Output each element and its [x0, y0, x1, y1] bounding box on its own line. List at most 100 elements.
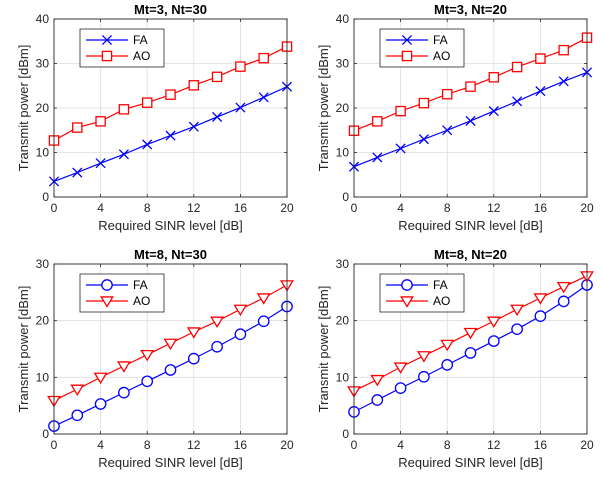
data-point-fa — [164, 364, 177, 376]
x-tick-label: 8 — [444, 201, 451, 215]
data-point-ao — [116, 361, 131, 373]
legend-label-fa: FA — [133, 33, 148, 47]
data-point-fa — [118, 149, 129, 160]
y-tick-label: 10 — [336, 370, 350, 384]
legend-label-ao: AO — [433, 49, 450, 63]
y-tick-label: 40 — [36, 12, 50, 26]
y-axis-label: Transmit power [dBm] — [316, 286, 331, 413]
legend-label-ao: AO — [133, 49, 150, 63]
data-point-fa — [488, 106, 499, 117]
y-tick-label: 0 — [342, 190, 349, 204]
chart-title: Mt=8, Nt=30 — [134, 247, 207, 262]
data-point-ao — [258, 52, 269, 64]
x-tick-label: 16 — [534, 201, 548, 215]
legend-marker-fa — [101, 279, 113, 291]
x-tick-label: 16 — [234, 438, 248, 452]
data-point-ao — [488, 72, 500, 83]
data-point-fa — [165, 130, 176, 141]
y-tick-label: 0 — [342, 427, 349, 441]
data-point-ao — [395, 105, 406, 117]
legend-box — [79, 28, 165, 68]
x-tick-label: 12 — [487, 438, 501, 452]
x-tick-label: 4 — [397, 201, 404, 215]
x-tick-label: 12 — [487, 201, 501, 215]
y-tick-label: 10 — [36, 146, 50, 160]
data-point-ao — [370, 374, 385, 387]
data-point-ao — [256, 293, 271, 305]
data-point-fa — [141, 375, 154, 388]
x-tick-label: 8 — [144, 438, 151, 452]
legend-label-ao: AO — [433, 294, 450, 308]
chart-panel-4: 0 4 8 12 16 20 0 10 20 30 Mt=8, Nt=20 Required SINR… — [316, 247, 594, 470]
data-point-ao — [95, 116, 106, 127]
data-point-fa — [187, 352, 200, 365]
legend-label-fa: FA — [433, 33, 448, 47]
data-point-fa — [95, 158, 106, 169]
legend-marker-ao — [401, 50, 413, 62]
x-tick-label: 4 — [97, 201, 104, 215]
axes-box — [353, 263, 588, 435]
data-point-fa — [535, 86, 546, 97]
legend-label-fa: FA — [433, 278, 448, 292]
data-point-ao — [165, 89, 176, 100]
chart-panel-3: 0 4 8 12 16 20 0 10 20 30 Mt=8, Nt=30 Required SINR… — [16, 247, 294, 470]
data-point-ao — [70, 384, 85, 396]
data-point-ao — [533, 293, 548, 305]
data-point-fa — [441, 359, 454, 371]
chart-panel-1: 0 4 8 12 16 20 0 10 20 30 40 Mt=3, Nt=30 Required SI… — [16, 2, 294, 233]
chart-panel-2: 0 4 8 12 16 20 0 10 20 30 40 Mt=3, Nt=20 Required SI… — [316, 2, 594, 233]
axes-box — [53, 263, 288, 435]
x-tick-label: 20 — [580, 201, 594, 215]
legend-marker-fa — [401, 279, 413, 291]
data-point-ao — [188, 80, 200, 91]
y-axis-label: Transmit power [dBm] — [316, 45, 331, 172]
x-tick-label: 20 — [280, 438, 294, 452]
data-point-ao — [211, 71, 223, 83]
legend-box — [379, 273, 465, 313]
data-point-fa — [118, 386, 130, 399]
data-point-ao — [72, 122, 83, 133]
y-tick-label: 20 — [336, 314, 350, 328]
x-tick-label: 0 — [351, 438, 358, 452]
data-point-fa — [465, 115, 476, 126]
chart-title: Mt=3, Nt=20 — [434, 2, 507, 17]
y-tick-label: 20 — [36, 101, 50, 115]
data-point-fa — [418, 370, 430, 383]
data-point-ao — [535, 53, 546, 64]
data-point-ao — [486, 316, 501, 328]
data-point-fa — [72, 167, 83, 178]
data-point-fa — [371, 394, 384, 406]
y-axis-label: Transmit power [dBm] — [16, 45, 31, 172]
y-tick-label: 0 — [42, 190, 49, 204]
data-point-ao — [416, 351, 431, 363]
data-point-ao — [93, 372, 108, 385]
data-point-ao — [511, 61, 523, 73]
data-point-fa — [512, 96, 523, 107]
data-point-ao — [440, 339, 455, 352]
data-point-fa — [558, 76, 569, 87]
y-tick-label: 10 — [36, 370, 50, 384]
data-point-ao — [235, 61, 246, 72]
y-tick-label: 10 — [336, 146, 350, 160]
data-point-fa — [395, 143, 406, 154]
data-point-ao — [233, 304, 248, 317]
legend-marker-ao — [100, 296, 114, 308]
data-point-fa — [235, 102, 246, 113]
legend-marker-fa — [101, 34, 113, 46]
data-point-ao — [118, 104, 130, 115]
x-tick-label: 4 — [97, 438, 104, 452]
data-point-fa — [557, 295, 570, 308]
data-point-fa — [534, 310, 547, 322]
y-axis-label: Transmit power [dBm] — [16, 286, 31, 413]
y-tick-label: 30 — [336, 57, 350, 71]
x-tick-label: 8 — [444, 438, 451, 452]
data-point-fa — [211, 340, 223, 353]
data-point-ao — [186, 327, 201, 339]
x-tick-label: 16 — [534, 438, 548, 452]
axes-box — [353, 18, 588, 198]
data-point-fa — [372, 152, 383, 163]
data-point-ao — [140, 349, 155, 362]
x-tick-label: 0 — [351, 201, 358, 215]
y-tick-label: 0 — [42, 427, 49, 441]
